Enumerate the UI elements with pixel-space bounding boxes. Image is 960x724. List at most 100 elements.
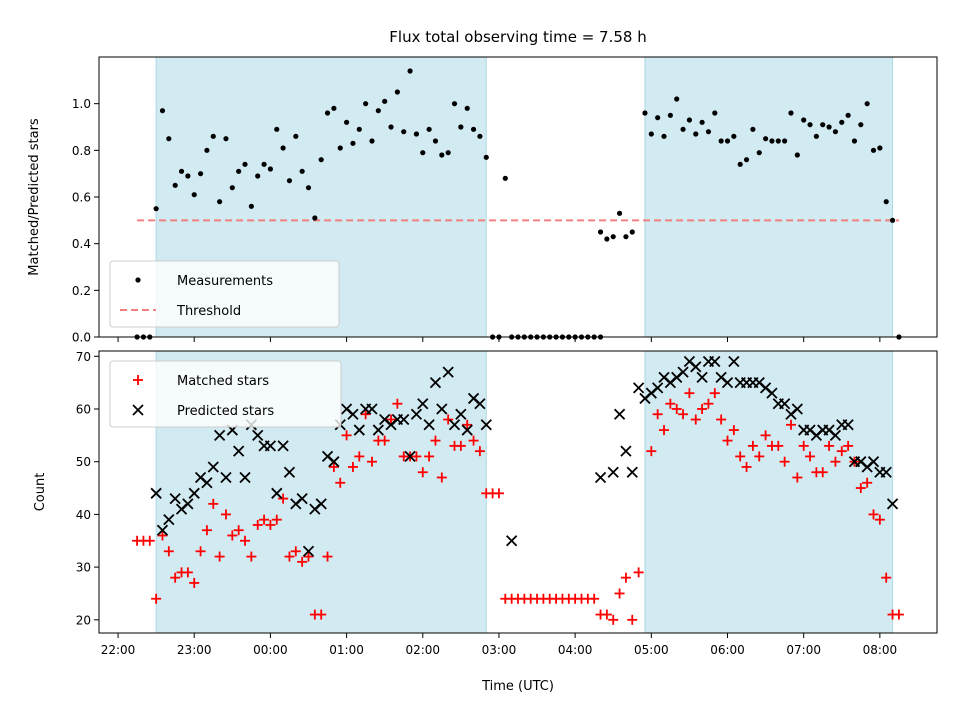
x-mark-b [766,387,778,399]
data-point [677,366,689,378]
y-tick-label: 1.0 [72,97,91,111]
data-point [451,101,458,107]
data-point [843,440,854,451]
x-mark-b [233,445,245,457]
x-tick-label: 22:00 [101,643,136,657]
x-mark-b [328,456,340,468]
data-point [156,524,169,536]
data-point [195,546,206,557]
x-mark-b [728,355,740,368]
data-point [369,138,375,144]
data-point [296,492,308,505]
data-point [623,234,629,240]
data-point [220,509,231,520]
data-point [259,514,270,525]
data-point [366,456,377,467]
y-axis-label: Matched/Predicted stars [27,118,42,276]
data-point [297,556,308,567]
data-point [608,614,619,625]
x-mark-b [201,477,213,489]
data-point [474,446,485,457]
data-point [424,451,435,462]
data-point [223,136,229,142]
data-point [862,477,873,488]
x-mark-b [296,492,308,505]
data-point [483,154,489,160]
x-mark-b [353,424,365,436]
y-tick-label: 0.8 [72,144,91,158]
data-point [331,105,337,111]
data-point [356,126,362,132]
data-point [335,477,346,488]
data-point [855,483,866,494]
data-point [464,105,470,111]
data-point [610,234,616,240]
data-point [236,168,242,174]
x-mark-b [283,466,296,478]
x-mark-b [753,376,765,389]
data-point [217,199,223,205]
data-point [697,403,708,414]
data-point [201,477,213,489]
x-mark-b [474,398,486,410]
data-point [280,145,286,151]
x-mark-b [677,366,689,378]
data-point [462,419,473,430]
data-point [858,122,864,128]
data-point [423,419,435,431]
data-point [477,133,483,139]
chart-title: Flux total observing time = 7.58 h [389,28,646,46]
data-point [881,572,892,583]
data-point [712,110,718,116]
data-point [832,129,839,135]
x-mark-b [480,419,492,431]
data-point [893,609,904,620]
data-point [589,593,600,604]
data-point [502,175,508,181]
data-point [648,131,654,137]
data-point [445,150,451,156]
x-mark-b [652,382,664,394]
x-mark-b [842,419,854,431]
data-point [680,126,686,132]
data-point [443,414,454,425]
data-point [191,192,197,198]
data-point [286,178,293,184]
x-tick-label: 05:00 [634,643,669,657]
data-point [778,398,791,410]
x-tick-label: 02:00 [405,643,440,657]
data-point [159,108,166,114]
data-point [455,408,467,420]
data-point [153,206,159,212]
data-point [779,456,790,467]
data-point [724,138,731,144]
data-point [785,419,796,430]
y-tick-label: 70 [76,350,91,364]
data-point [372,424,384,436]
data-point [626,466,638,478]
x-mark-b [379,413,391,426]
data-point [388,124,394,130]
data-point [703,398,714,409]
data-point [182,498,194,510]
data-point [798,440,809,451]
data-point [227,530,238,541]
data-point [601,609,612,620]
axes-frame [98,350,938,634]
x-mark-b [315,498,327,510]
legend: Measurements Threshold [109,260,340,328]
data-point [315,498,327,510]
data-point [407,68,413,74]
x-mark-b [423,419,435,431]
data-point [506,535,518,547]
data-point [836,446,847,457]
data-point [448,419,461,431]
data-point [788,110,794,116]
data-point [328,461,339,472]
x-mark-b [626,466,638,478]
data-point [652,382,664,394]
data-point [870,147,877,153]
data-point [432,138,439,144]
x-mark-b [658,371,670,383]
data-point [305,185,312,191]
